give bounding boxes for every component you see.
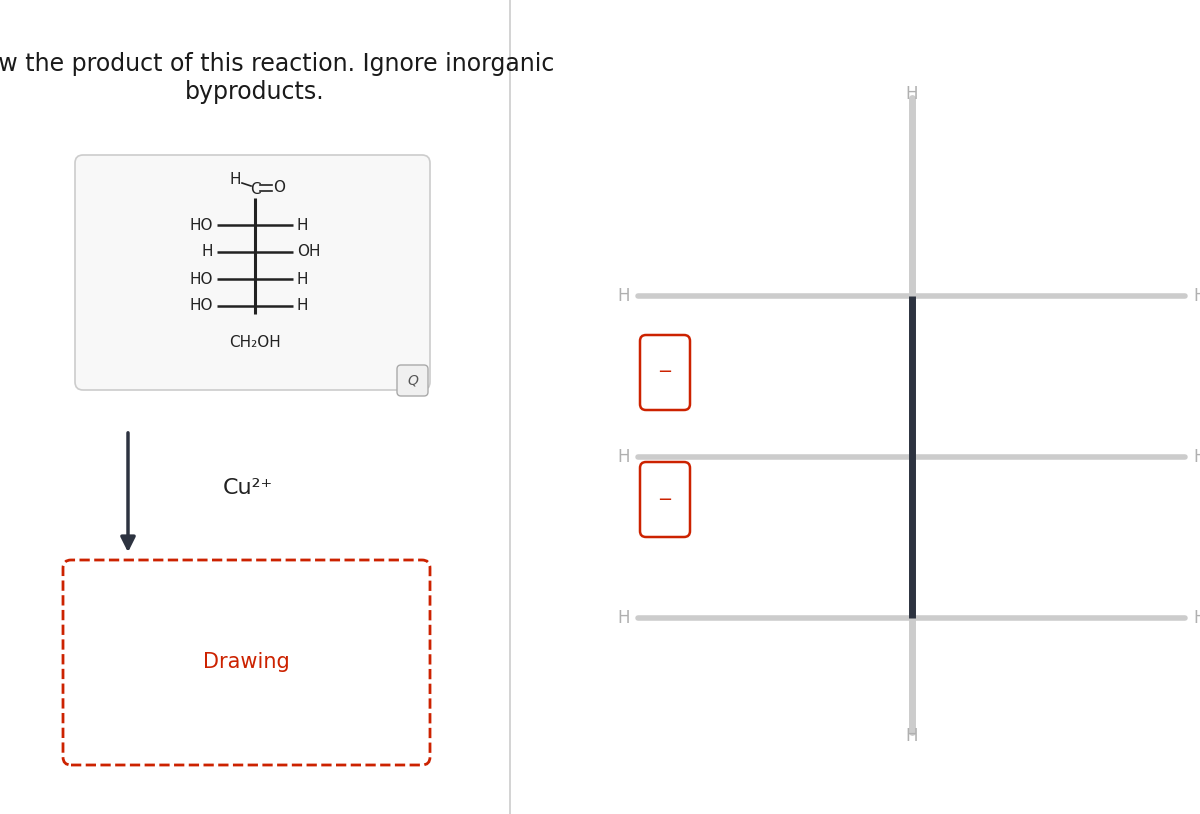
Text: −: − [658,364,672,382]
FancyBboxPatch shape [640,462,690,537]
Text: H: H [618,287,630,305]
Text: H: H [906,727,918,745]
Text: H: H [298,272,308,287]
Text: H: H [229,173,241,187]
Text: H: H [906,85,918,103]
Text: H: H [618,609,630,627]
Text: H: H [298,299,308,313]
Text: OH: OH [298,244,320,260]
Text: Draw the product of this reaction. Ignore inorganic
byproducts.: Draw the product of this reaction. Ignor… [0,52,554,104]
Text: HO: HO [190,217,214,233]
Text: H: H [202,244,214,260]
Text: H: H [1193,448,1200,466]
Text: H: H [1193,287,1200,305]
Text: CH₂OH: CH₂OH [229,335,281,350]
Text: Cu²⁺: Cu²⁺ [223,478,274,498]
Text: −: − [658,491,672,509]
Text: Q: Q [407,374,418,387]
FancyBboxPatch shape [74,155,430,390]
FancyBboxPatch shape [640,335,690,410]
Text: H: H [618,448,630,466]
FancyBboxPatch shape [64,560,430,765]
Text: HO: HO [190,272,214,287]
Text: Drawing: Drawing [203,653,290,672]
Text: O: O [274,180,286,195]
Text: H: H [1193,609,1200,627]
Text: H: H [298,217,308,233]
Text: C: C [250,182,260,196]
FancyBboxPatch shape [397,365,428,396]
Text: HO: HO [190,299,214,313]
